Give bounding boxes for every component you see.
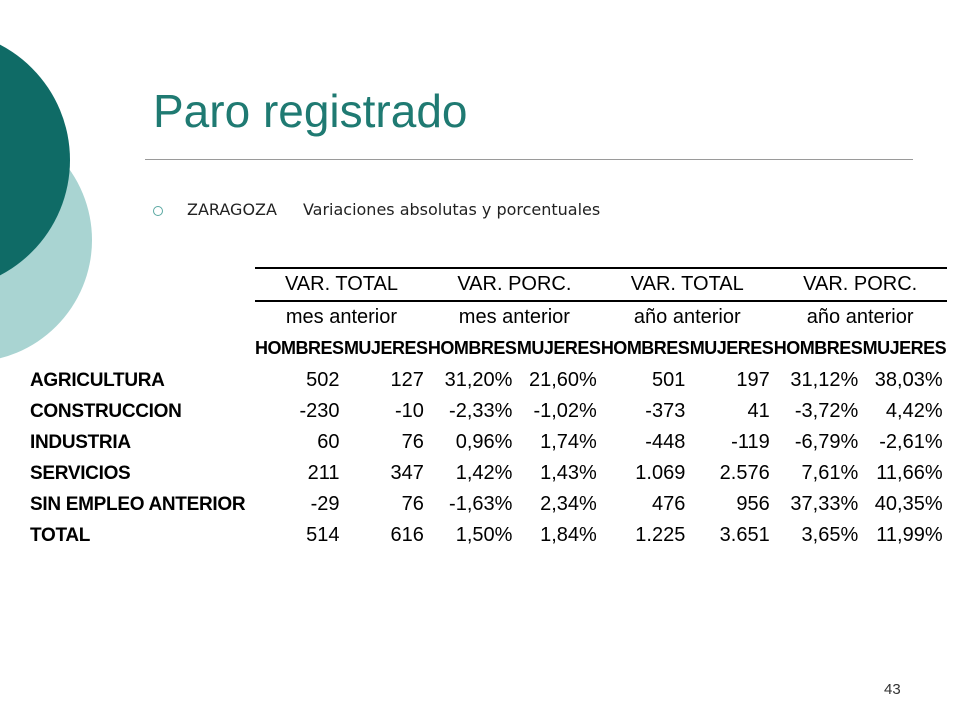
group-header: VAR. TOTAL	[600, 267, 774, 301]
table-cell: -3,72%	[794, 400, 859, 422]
table-cell: 60	[317, 431, 340, 453]
row-label: CONSTRUCCION	[30, 400, 182, 422]
table-cell: -2,61%	[879, 431, 943, 453]
row-label: SERVICIOS	[30, 462, 131, 484]
column-header: MUJERES	[862, 338, 947, 358]
table-cell: 2.576	[719, 462, 770, 484]
decorative-circles	[0, 44, 92, 359]
table-cell: 1,50%	[455, 524, 513, 546]
table-cell: 127	[390, 369, 424, 391]
table-cell: 3,65%	[801, 524, 859, 546]
table-cell: 11,99%	[876, 524, 943, 546]
table-cell: 1,84%	[540, 524, 597, 546]
table-cell: 616	[390, 524, 424, 546]
table-cell: 3.651	[719, 524, 770, 546]
subtitle-place: ZARAGOZA	[187, 200, 277, 219]
group-header: VAR. TOTAL	[255, 267, 428, 301]
table-cell: 76	[401, 431, 424, 453]
table-cell: 476	[651, 493, 686, 515]
column-header: HOMBRES	[427, 338, 517, 358]
page-number: 43	[884, 681, 901, 698]
column-header: HOMBRES	[773, 338, 863, 358]
table-cell: -373	[645, 400, 686, 422]
table-cell: 211	[307, 462, 340, 484]
table-row: INDUSTRIA 60 76 0,96% 1,74% -448 -119 -6,79% -2,…	[30, 427, 947, 458]
column-header: HOMBRES	[255, 338, 344, 358]
table-cell: 347	[390, 462, 424, 484]
table-cell: -448	[645, 431, 686, 453]
table-cell: 31,12%	[790, 369, 859, 391]
period-header: mes anterior	[427, 300, 601, 333]
table-cell: 1.225	[635, 524, 686, 546]
table-cell: -6,79%	[794, 431, 859, 453]
table-cell: 31,20%	[444, 369, 513, 391]
period-header: año anterior	[773, 300, 947, 333]
table-cell: 41	[747, 400, 770, 422]
table-cell: 4,42%	[885, 400, 943, 422]
table-cell: 197	[736, 369, 770, 391]
table-cell: 1,74%	[540, 431, 597, 453]
table-cell: 502	[306, 369, 340, 391]
table-cell: -119	[731, 431, 770, 453]
column-header: HOMBRES	[600, 338, 690, 358]
row-label: SIN EMPLEO ANTERIOR	[30, 493, 246, 515]
row-label: TOTAL	[30, 524, 91, 546]
table-cell: 501	[651, 369, 686, 391]
table-cell: 11,66%	[876, 462, 943, 484]
page-title: Paro registrado	[153, 85, 468, 137]
table-cell: -230	[299, 400, 340, 422]
table-cell: 1,43%	[540, 462, 597, 484]
row-label: INDUSTRIA	[30, 431, 131, 453]
column-header-row: HOMBRES MUJERES HOMBRES MUJERES HOMBRES …	[30, 333, 947, 365]
table-row: SERVICIOS 211 347 1,42% 1,43% 1.069 2.576 7,61%…	[30, 458, 947, 489]
table-cell: -29	[310, 493, 340, 515]
table-cell: 21,60%	[528, 369, 597, 391]
title-divider	[145, 159, 913, 160]
group-header-row: VAR. TOTAL VAR. PORC. VAR. TOTAL VAR. PO…	[30, 267, 947, 301]
table-cell: 40,35%	[874, 493, 943, 515]
table-row: AGRICULTURA 502 127 31,20% 21,60% 501 197 31,12…	[30, 365, 947, 397]
table-cell: 514	[306, 524, 340, 546]
group-header: VAR. PORC.	[773, 267, 947, 301]
table-cell: 37,33%	[790, 493, 859, 515]
table-cell: 38,03%	[874, 369, 943, 391]
table-cell: 1.069	[635, 462, 686, 484]
table-cell: 0,96%	[455, 431, 513, 453]
row-label: AGRICULTURA	[30, 369, 165, 391]
circle-bullet-icon	[153, 205, 163, 216]
table-cell: 956	[736, 493, 770, 515]
column-header: MUJERES	[689, 338, 774, 358]
table-cell: -10	[395, 400, 424, 422]
subtitle-description: Variaciones absolutas y porcentuales	[302, 200, 601, 219]
table-cell: 1,42%	[455, 462, 513, 484]
table-cell: -2,33%	[449, 400, 513, 422]
period-header-row: mes anterior mes anterior año anterior a…	[30, 300, 947, 333]
dark-circle	[0, 44, 70, 276]
table-cell: -1,63%	[449, 493, 513, 515]
group-header: VAR. PORC.	[427, 267, 601, 301]
table-cell: 7,61%	[801, 462, 859, 484]
period-header: año anterior	[600, 300, 774, 333]
table-row: TOTAL 514 616 1,50% 1,84% 1.225 3.651 3,65% 11,9…	[30, 520, 947, 551]
column-header: MUJERES	[516, 338, 601, 358]
subtitle-bullet: ZARAGOZA Variaciones absolutas y porcent…	[153, 200, 600, 219]
column-header: MUJERES	[343, 338, 428, 358]
unemployment-table: VAR. TOTAL VAR. PORC. VAR. TOTAL VAR. PO…	[30, 267, 947, 551]
table-cell: -1,02%	[533, 400, 597, 422]
table-row: CONSTRUCCION -230 -10 -2,33% -1,02% -373 41 -3,…	[30, 396, 947, 427]
period-header: mes anterior	[255, 300, 428, 333]
table-row: SIN EMPLEO ANTERIOR -29 76 -1,63% 2,34% 476 95…	[30, 489, 947, 520]
table-cell: 2,34%	[540, 493, 597, 515]
table-cell: 76	[401, 493, 424, 515]
